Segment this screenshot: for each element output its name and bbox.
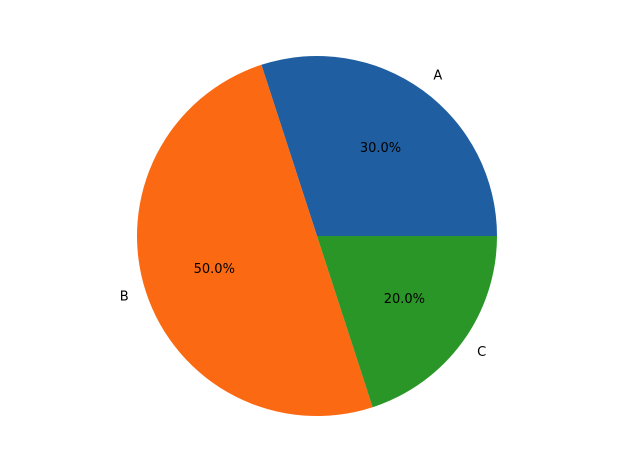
slice-label: B xyxy=(120,290,129,305)
pie-slice xyxy=(261,55,497,236)
slice-label: C xyxy=(477,345,486,360)
value-label: 30.0% xyxy=(360,141,401,156)
pie-slice xyxy=(137,64,373,417)
value-label: 50.0% xyxy=(194,262,235,277)
slice-label: A xyxy=(433,68,442,83)
pie-slice xyxy=(317,236,497,408)
value-label: 20.0% xyxy=(384,292,425,307)
